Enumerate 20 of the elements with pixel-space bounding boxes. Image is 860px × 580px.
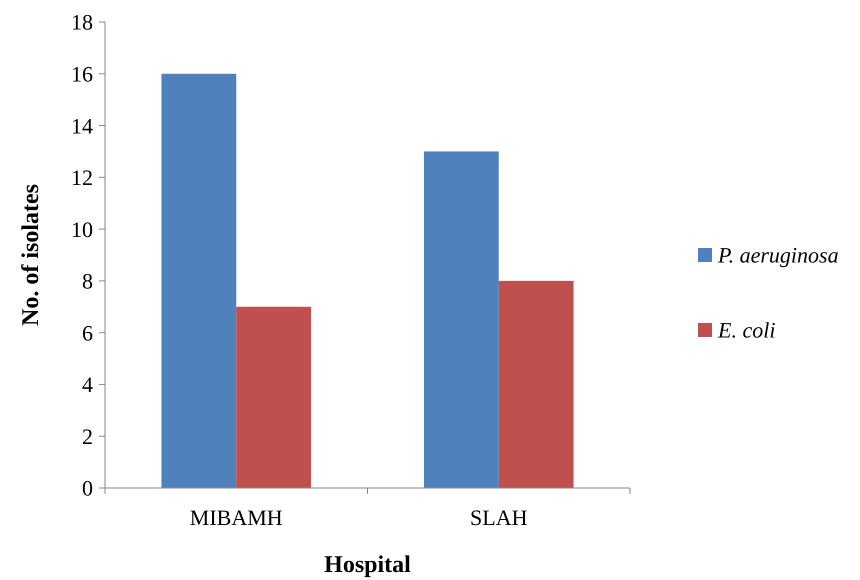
x-axis-title: Hospital [324, 552, 412, 578]
bar [424, 151, 499, 488]
bar [236, 306, 312, 488]
bar [498, 280, 574, 488]
x-tick-label: SLAH [470, 505, 528, 530]
legend-label: P. aeruginosa [717, 242, 839, 268]
y-tick-label: 12 [71, 165, 93, 190]
x-tick-label: MIBAMH [190, 505, 283, 530]
y-tick-label: 2 [82, 424, 93, 449]
y-tick-label: 0 [82, 476, 93, 501]
legend-label: E. coli [717, 318, 776, 343]
y-tick-label: 4 [82, 372, 93, 398]
y-tick-label: 8 [82, 268, 93, 294]
y-tick-label: 14 [71, 113, 93, 138]
y-tick-label: 16 [71, 61, 93, 86]
bar [161, 74, 236, 488]
y-tick-label: 6 [82, 320, 93, 346]
y-tick-label: 10 [71, 216, 93, 242]
y-axis-title: No. of isolates [18, 184, 44, 326]
y-tick-label: 18 [71, 10, 93, 35]
